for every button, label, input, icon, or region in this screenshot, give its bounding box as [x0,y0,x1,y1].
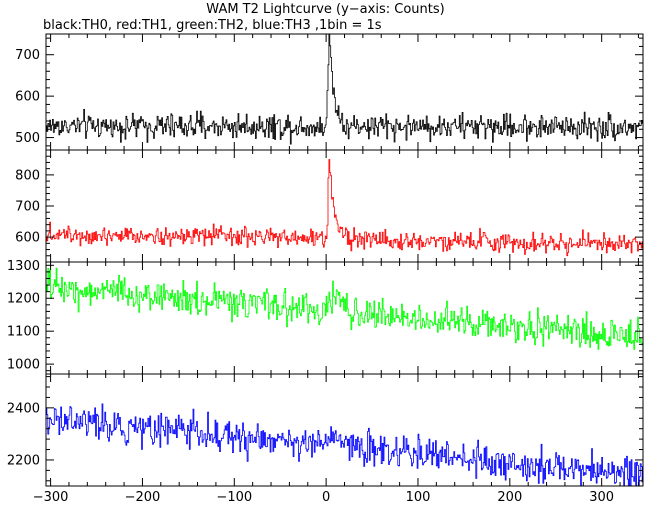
y-tick-label: 2200 [7,453,40,468]
panel-frame-th1 [45,149,644,263]
y-tick-label: 800 [15,168,40,183]
series-line-th2 [46,267,643,350]
y-tick-label: 1300 [7,259,40,274]
x-tick-label: 0 [322,490,330,505]
y-tick-label: 600 [15,231,40,246]
x-tick-label: −200 [125,490,161,505]
x-tick-label: 300 [589,490,614,505]
y-tick-label: 1200 [7,292,40,307]
series-line-th1 [46,159,643,257]
y-tick-label: 1100 [7,325,40,340]
x-tick-label: −300 [33,490,69,505]
panel-frame-th3 [45,373,644,487]
series-line-th0 [46,34,643,145]
series-line-th3 [46,403,643,486]
x-tick-label: −100 [216,490,252,505]
x-tick-label: 100 [406,490,431,505]
panel-frame-th2 [45,261,644,375]
chart-title: WAM T2 Lightcurve (y−axis: Counts) [206,2,445,17]
y-tick-label: 700 [15,200,40,215]
y-tick-label: 1000 [7,358,40,373]
chart-subtitle: black:TH0, red:TH1, green:TH2, blue:TH3 … [43,18,382,33]
y-tick-label: 700 [15,48,40,63]
y-tick-label: 500 [15,131,40,146]
y-tick-label: 2400 [7,401,40,416]
x-tick-label: 200 [497,490,522,505]
y-tick-label: 600 [15,90,40,105]
